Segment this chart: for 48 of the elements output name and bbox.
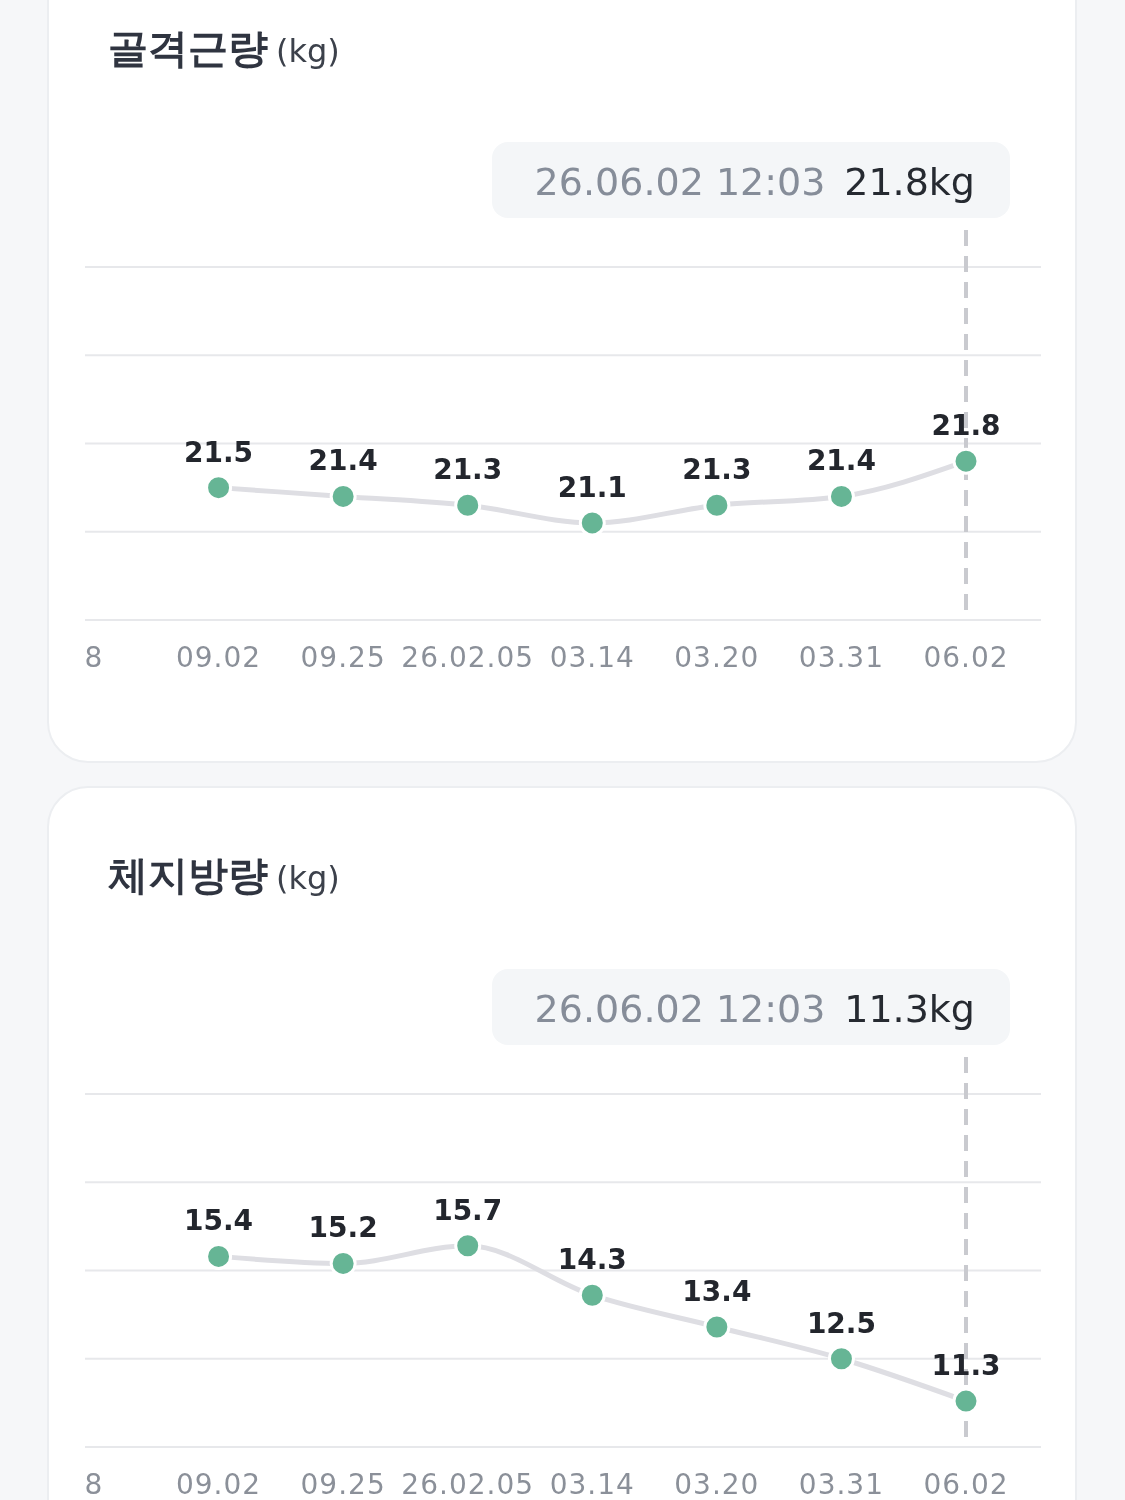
data-label: 12.5 xyxy=(806,1306,876,1340)
data-label: 21.3 xyxy=(682,453,752,487)
point xyxy=(454,491,482,519)
point xyxy=(703,491,731,519)
chart-title: 골격근량 xyxy=(108,25,268,71)
x-tick-label: 03.20 xyxy=(674,1468,760,1500)
point xyxy=(205,474,233,502)
x-tick-label: 06.02 xyxy=(923,1468,1009,1500)
x-tick-label: 26.02.05 xyxy=(401,1468,535,1500)
text: 21.8kg xyxy=(844,160,975,204)
data-label: 13.4 xyxy=(682,1274,752,1308)
data-label: 21.5 xyxy=(184,435,254,469)
x-tick-label: 03.14 xyxy=(549,1468,635,1500)
x-tick-label: 8 xyxy=(84,1468,104,1500)
point xyxy=(454,1232,482,1260)
x-tick-label: 8 xyxy=(84,641,104,674)
x-tick-label: 03.14 xyxy=(549,641,635,674)
point xyxy=(827,1345,855,1373)
point xyxy=(578,509,606,537)
x-tick-label: 09.25 xyxy=(300,1468,386,1500)
data-label: 21.1 xyxy=(557,470,627,504)
x-tick-label: 03.31 xyxy=(798,1468,885,1500)
y-axis-title: (kg) xyxy=(276,32,340,70)
data-label: 21.4 xyxy=(806,444,876,478)
x-tick-label: 03.31 xyxy=(798,641,885,674)
x-tick-label: 06.02 xyxy=(923,641,1009,674)
data-label: 15.2 xyxy=(308,1211,378,1245)
data-label: 21.4 xyxy=(308,444,378,478)
x-tick-label: 09.02 xyxy=(175,641,262,674)
text: 26.06.02 12:03 xyxy=(534,987,826,1031)
data-label: 15.4 xyxy=(184,1204,254,1238)
x-tick-label: 03.20 xyxy=(674,641,760,674)
data-label: 21.3 xyxy=(433,453,503,487)
point xyxy=(952,447,980,475)
data-label: 14.3 xyxy=(557,1243,627,1277)
text: 26.06.02 12:03 xyxy=(534,160,826,204)
point xyxy=(952,1387,980,1415)
chart-title: 체지방량 xyxy=(108,852,268,898)
x-tick-label: 09.02 xyxy=(175,1468,262,1500)
x-tick-label: 26.02.05 xyxy=(401,641,535,674)
point xyxy=(578,1281,606,1309)
data-label: 21.8 xyxy=(931,409,1001,443)
data-label: 11.3 xyxy=(931,1349,1001,1383)
y-axis-title: (kg) xyxy=(276,859,340,897)
data-label: 15.7 xyxy=(433,1193,503,1227)
point xyxy=(703,1313,731,1341)
x-tick-label: 09.25 xyxy=(300,641,386,674)
text: 11.3kg xyxy=(844,987,975,1031)
